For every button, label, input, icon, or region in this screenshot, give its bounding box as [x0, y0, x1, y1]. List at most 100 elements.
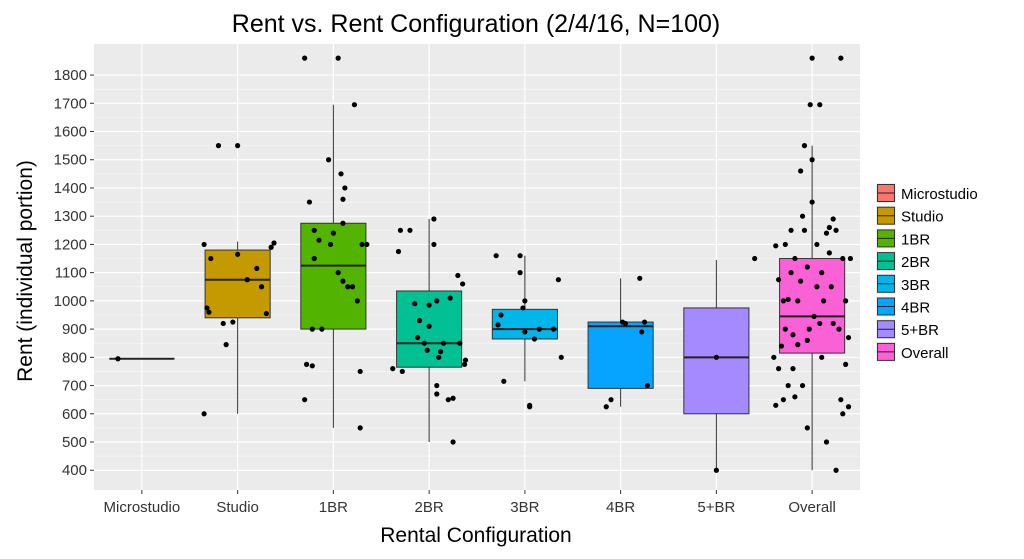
data-point	[201, 411, 207, 417]
data-point	[335, 270, 341, 276]
data-point	[407, 227, 413, 233]
data-point	[450, 395, 456, 401]
data-point	[517, 270, 523, 276]
box-series	[109, 104, 846, 471]
data-point	[342, 185, 348, 191]
data-point	[340, 278, 346, 284]
data-point	[501, 378, 507, 384]
data-point	[817, 102, 823, 108]
data-point	[395, 248, 402, 255]
data-point	[823, 230, 830, 236]
data-point	[782, 241, 788, 248]
x-tick-label: Studio	[216, 499, 259, 516]
data-point	[790, 366, 796, 372]
data-point	[220, 320, 226, 327]
data-point	[415, 334, 421, 341]
data-point	[806, 326, 812, 332]
data-point	[713, 354, 719, 360]
data-point	[495, 322, 501, 328]
data-point	[792, 394, 798, 400]
data-point	[431, 241, 437, 248]
data-point	[838, 55, 844, 61]
data-point	[843, 361, 849, 367]
data-point	[713, 467, 719, 473]
data-point	[115, 356, 121, 362]
data-point	[531, 336, 538, 342]
data-point	[795, 342, 801, 348]
y-tick-label: 1100	[55, 265, 87, 282]
data-point	[338, 171, 344, 177]
data-point	[840, 255, 846, 262]
data-point	[340, 220, 346, 226]
data-point	[845, 404, 852, 410]
data-point	[445, 397, 451, 403]
legend-label: Studio	[901, 209, 944, 226]
data-point	[840, 411, 846, 417]
data-point	[416, 318, 423, 324]
y-tick-label: 1000	[54, 293, 87, 310]
data-point	[801, 227, 808, 233]
data-point	[773, 243, 779, 249]
data-point	[780, 298, 787, 304]
data-point	[351, 102, 358, 108]
data-point	[306, 199, 313, 205]
legend-item-2br: 2BR	[876, 251, 930, 272]
data-point	[773, 402, 779, 408]
data-point	[641, 319, 648, 325]
data-point	[254, 265, 260, 272]
data-point	[823, 439, 830, 445]
data-point	[434, 391, 440, 397]
data-point	[801, 143, 808, 149]
data-point	[438, 349, 444, 355]
x-tick-label: Overall	[788, 499, 836, 516]
y-axis-ticks: 400 500 600 700 800 900 1000 1100 1200 1300 1400 15…	[54, 67, 94, 479]
legend-label: Microstudio	[901, 186, 978, 203]
box-5-br	[683, 259, 750, 471]
data-point	[799, 382, 806, 389]
legend-item-studio: Studio	[876, 205, 944, 226]
y-tick-label: 1300	[54, 208, 87, 225]
data-point	[847, 255, 854, 262]
legend: Microstudio Studio 1BR 2BR 3BR 4BR 5+BR Overall	[876, 183, 978, 362]
data-point	[364, 241, 370, 248]
data-point	[843, 298, 849, 304]
data-point	[776, 366, 782, 372]
data-point	[426, 323, 432, 329]
legend-label: 4BR	[901, 300, 930, 317]
legend-item-4br: 4BR	[876, 296, 930, 317]
data-point	[603, 404, 609, 410]
data-point	[785, 296, 791, 303]
data-point	[303, 361, 310, 367]
x-axis-title: Rental Configuration	[380, 524, 571, 547]
data-point	[536, 326, 542, 332]
legend-label: Overall	[901, 345, 949, 362]
data-point	[811, 313, 817, 319]
data-point	[838, 397, 844, 403]
data-point	[817, 320, 823, 327]
y-tick-label: 1600	[54, 124, 87, 141]
box-rect	[204, 249, 271, 319]
data-point	[622, 320, 629, 327]
data-point	[798, 168, 804, 174]
box-rect	[300, 222, 367, 330]
data-point	[778, 343, 785, 349]
data-point	[399, 368, 405, 375]
data-point	[792, 255, 798, 262]
data-point	[258, 284, 265, 290]
data-point	[412, 301, 418, 307]
data-point	[826, 224, 832, 231]
data-point	[809, 157, 815, 163]
data-point	[440, 340, 447, 346]
data-point	[316, 237, 322, 243]
data-point	[819, 354, 825, 360]
box-1br	[300, 104, 367, 428]
data-point	[434, 298, 440, 304]
legend-item-overall: Overall	[876, 341, 949, 362]
data-point	[522, 298, 528, 304]
data-point	[637, 275, 643, 281]
jitter-points	[115, 55, 854, 473]
data-point	[809, 199, 815, 205]
data-point	[309, 326, 315, 332]
y-tick-label: 1400	[54, 180, 87, 197]
